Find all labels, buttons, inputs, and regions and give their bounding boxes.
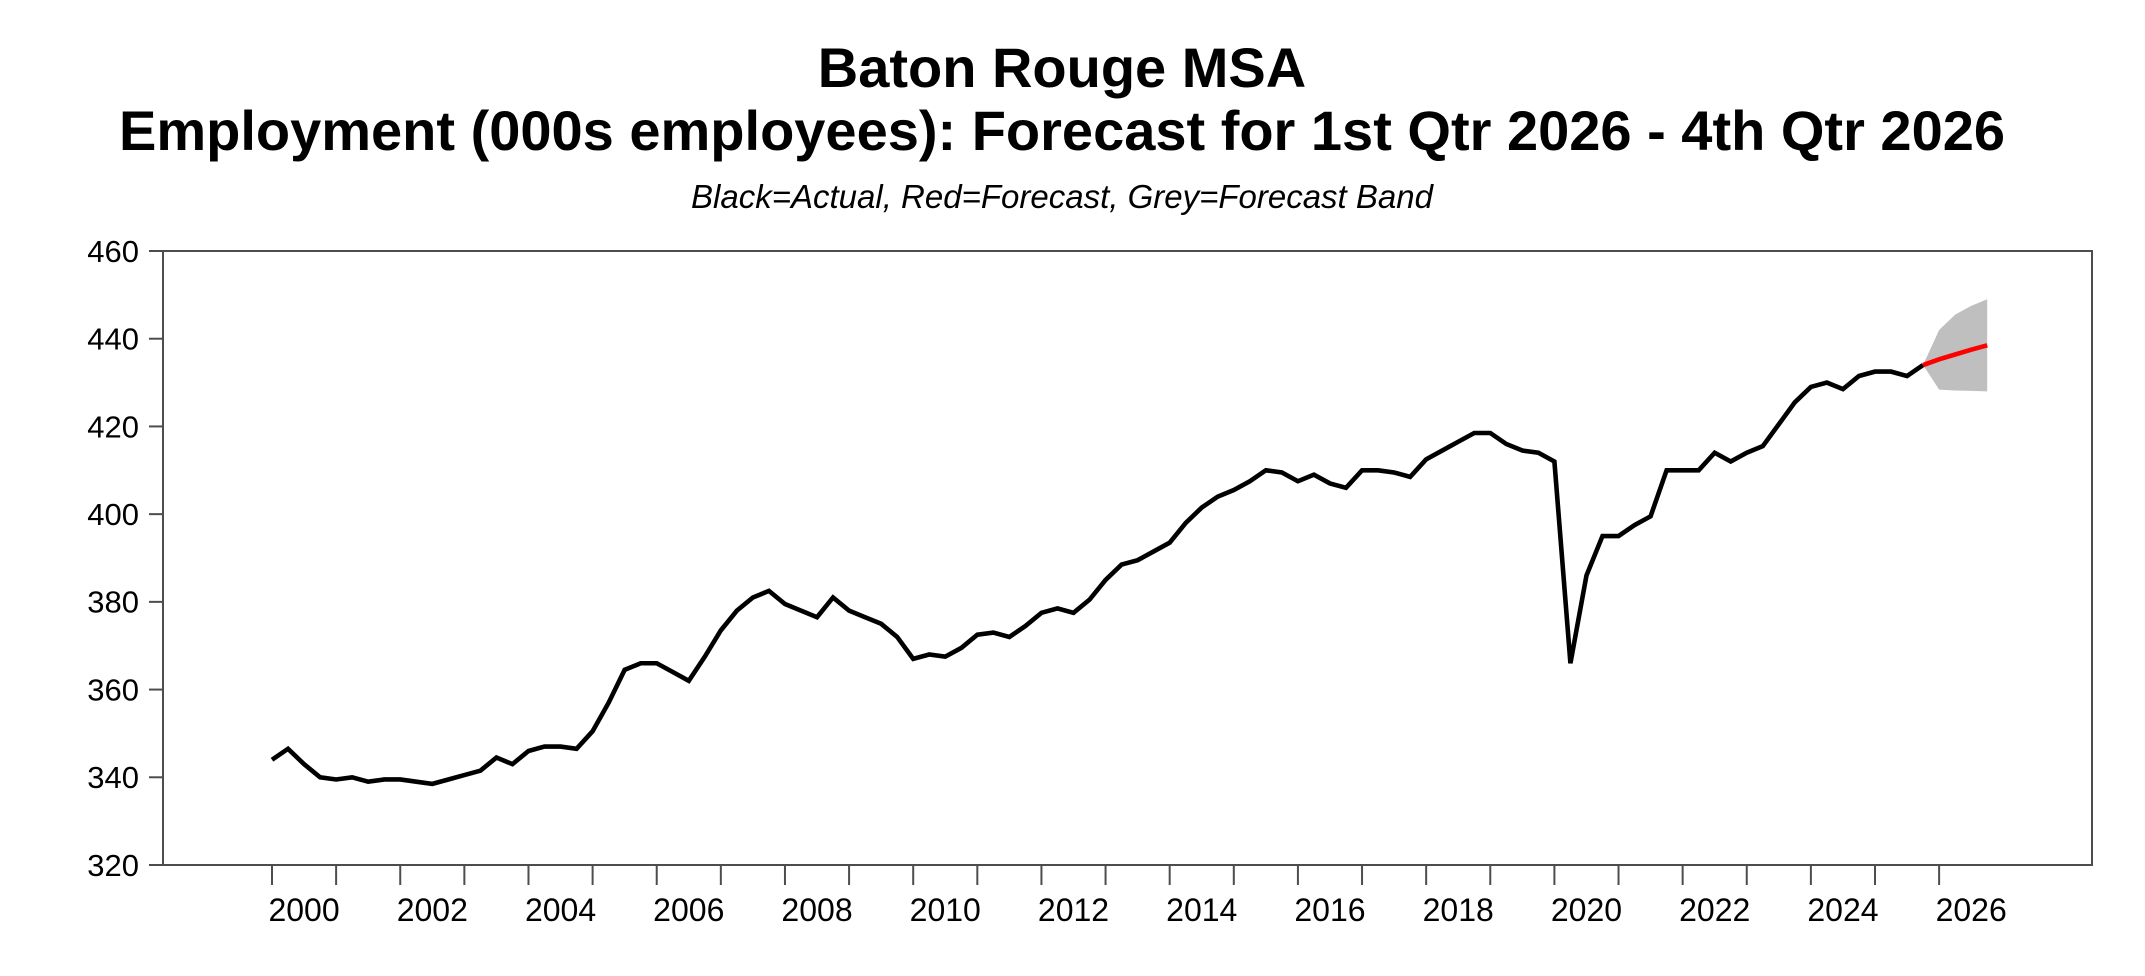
x-axis-tick-label: 2004 bbox=[525, 892, 596, 928]
x-axis-tick-label: 2002 bbox=[397, 892, 468, 928]
x-axis-tick-label: 2010 bbox=[910, 892, 981, 928]
x-axis-tick-label: 2016 bbox=[1294, 892, 1365, 928]
x-axis-tick-label: 2020 bbox=[1551, 892, 1622, 928]
x-axis-tick-label: 2008 bbox=[781, 892, 852, 928]
y-axis-tick-label: 420 bbox=[87, 409, 139, 444]
y-axis-tick-label: 360 bbox=[87, 672, 139, 707]
forecast-series-line bbox=[1922, 343, 1988, 368]
y-axis-tick-label: 400 bbox=[87, 497, 139, 532]
chart-header: Baton Rouge MSA Employment (000s employe… bbox=[0, 36, 2124, 216]
x-axis-tick-label: 2022 bbox=[1679, 892, 1750, 928]
y-axis-tick-label: 380 bbox=[87, 585, 139, 620]
plot-border bbox=[162, 250, 2093, 866]
x-axis-tick-label: 2014 bbox=[1166, 892, 1237, 928]
y-axis-tick-label: 440 bbox=[87, 322, 139, 357]
chart-title-line1: Baton Rouge MSA bbox=[817, 36, 1307, 99]
y-axis-tick-label: 460 bbox=[87, 234, 139, 269]
x-axis-tick-label: 2026 bbox=[1936, 892, 2007, 928]
x-axis-tick-label: 2024 bbox=[1807, 892, 1878, 928]
y-axis-tick-label: 340 bbox=[87, 760, 139, 795]
x-axis-tick-label: 2000 bbox=[268, 892, 339, 928]
x-axis-tick-label: 2012 bbox=[1038, 892, 1109, 928]
x-axis-tick-label: 2006 bbox=[653, 892, 724, 928]
chart-title-line2: Employment (000s employees): Forecast fo… bbox=[118, 99, 2006, 162]
chart-legend-note: Black=Actual, Red=Forecast, Grey=Forecas… bbox=[691, 178, 1433, 215]
x-axis-tick-label: 2018 bbox=[1423, 892, 1494, 928]
forecast-band bbox=[1923, 299, 1988, 392]
y-axis-tick-label: 320 bbox=[87, 848, 139, 883]
actual-series-line bbox=[270, 363, 1925, 787]
